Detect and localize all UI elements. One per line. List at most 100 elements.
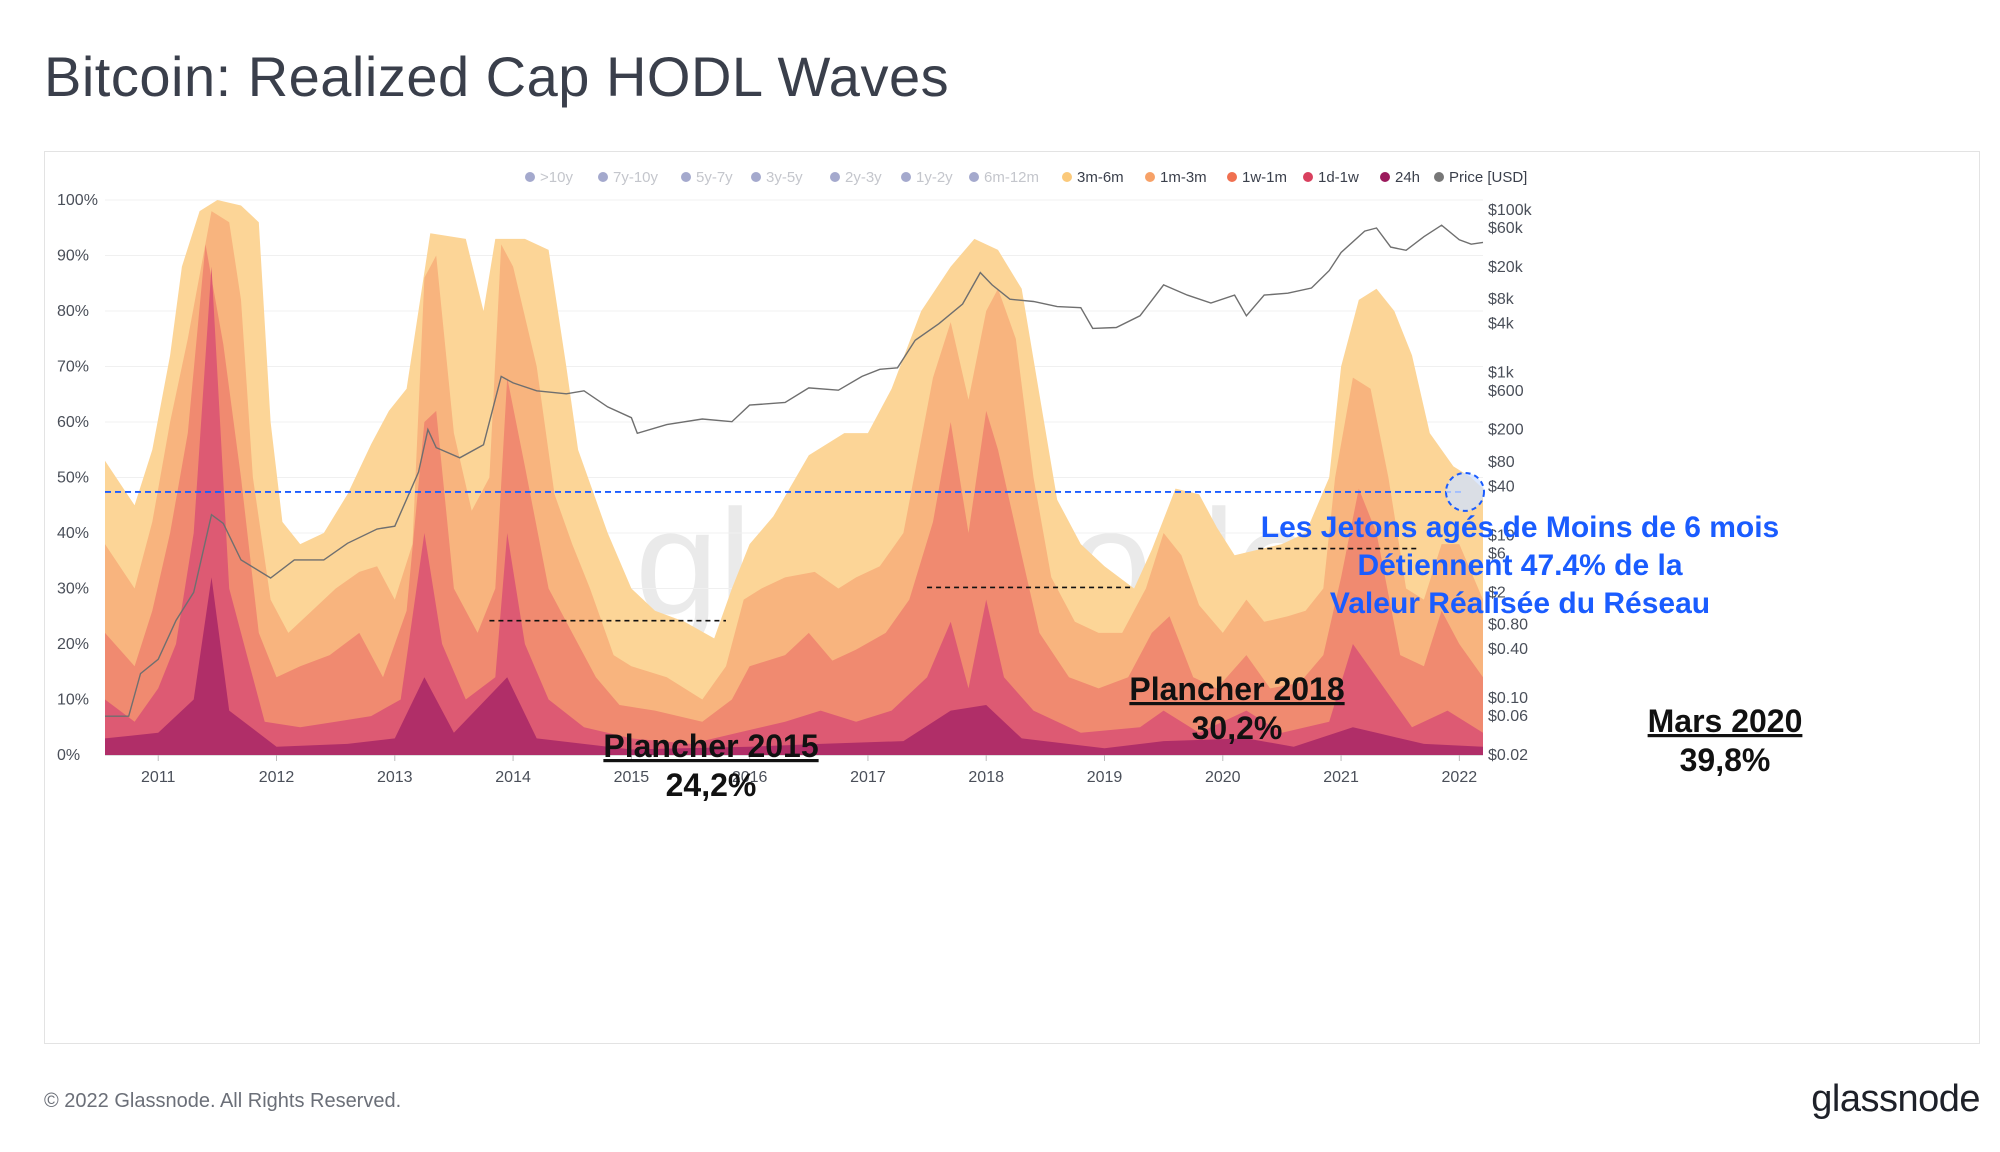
glassnode-logo[interactable]: glassnode bbox=[1811, 1078, 1980, 1120]
legend-item-1d-1w[interactable]: 1d-1w bbox=[1303, 169, 1359, 186]
y-left-tick-label: 70% bbox=[57, 359, 89, 376]
x-tick-label: 2017 bbox=[850, 769, 886, 786]
y-right-tick-label: $0.06 bbox=[1488, 708, 1528, 725]
x-tick-label: 2019 bbox=[1087, 769, 1123, 786]
y-right-tick-label: $4k bbox=[1488, 316, 1515, 333]
legend-dot bbox=[1303, 172, 1313, 182]
legend-label: 1y-2y bbox=[916, 169, 953, 186]
chart-title: Bitcoin: Realized Cap HODL Waves bbox=[44, 45, 950, 108]
march-2020-value: 39,8% bbox=[1680, 742, 1771, 778]
y-left-tick-label: 20% bbox=[57, 636, 89, 653]
y-axis-left: 0% 10% 20% 30% 40% 50% 60% 70% 80% 90% 100% bbox=[57, 192, 98, 764]
y-left-tick-label: 50% bbox=[57, 470, 89, 487]
y-left-tick-label: 40% bbox=[57, 525, 89, 542]
legend-dot bbox=[1434, 172, 1444, 182]
march-2020-title: Mars 2020 bbox=[1648, 703, 1803, 739]
legend-dot bbox=[1227, 172, 1237, 182]
floor-2015-value: 24,2% bbox=[666, 767, 757, 803]
y-right-tick-label: $40 bbox=[1488, 478, 1515, 495]
y-right-tick-label: $0.40 bbox=[1488, 641, 1528, 658]
x-tick-label: 2013 bbox=[377, 769, 413, 786]
price-series bbox=[105, 224, 1484, 717]
legend-dot bbox=[1062, 172, 1072, 182]
legend-dot bbox=[598, 172, 608, 182]
legend-dot bbox=[901, 172, 911, 182]
current-anno-line2: Détiennent 47.4% de la bbox=[1357, 549, 1682, 582]
y-left-tick-label: 90% bbox=[57, 248, 89, 265]
x-tick-label: 2022 bbox=[1442, 769, 1478, 786]
y-right-tick-label: $600 bbox=[1488, 383, 1524, 400]
legend-label: 1m-3m bbox=[1160, 169, 1207, 186]
area-series bbox=[105, 200, 1483, 756]
legend-item-1y-2y[interactable]: 1y-2y bbox=[901, 169, 953, 186]
y-right-tick-label: $0.02 bbox=[1488, 747, 1528, 764]
legend[interactable]: >10y 7y-10y 5y-7y 3y-5y 2y-3y 1y-2y 6m-12m 3m-6… bbox=[525, 169, 1527, 186]
legend-label: 1w-1m bbox=[1242, 169, 1287, 186]
floor-2015-title: Plancher 2015 bbox=[603, 728, 818, 764]
x-axis: 2011 2012 2013 2014 2015 2016 2017 2018 2019 2020… bbox=[141, 755, 1477, 786]
chart-frame: glassnode 201120122013201420152016201720… bbox=[44, 151, 1980, 1044]
y-right-tick-label: $8k bbox=[1488, 291, 1515, 308]
legend-item-3y-5y[interactable]: 3y-5y bbox=[751, 169, 803, 186]
hodl-waves-chart[interactable]: glassnode 201120122013201420152016201720… bbox=[45, 152, 1979, 1043]
legend-item-2y-3y[interactable]: 2y-3y bbox=[830, 169, 882, 186]
x-tick-label: 2018 bbox=[968, 769, 1004, 786]
legend-dot bbox=[1380, 172, 1390, 182]
area-1w-1m bbox=[105, 244, 1483, 755]
floor-2018-value: 30,2% bbox=[1192, 710, 1283, 746]
y-right-tick-label: $20k bbox=[1488, 259, 1524, 276]
legend-label: 1d-1w bbox=[1318, 169, 1359, 186]
y-left-tick-label: 10% bbox=[57, 692, 89, 709]
legend-label: >10y bbox=[540, 169, 573, 186]
area-24h bbox=[105, 577, 1483, 755]
legend-dot bbox=[681, 172, 691, 182]
legend-item-3m-6m[interactable]: 3m-6m bbox=[1062, 169, 1124, 186]
annotations: Plancher 2015 24,2% Plancher 2018 30,2% … bbox=[105, 471, 1803, 803]
legend-item-1m-3m[interactable]: 1m-3m bbox=[1145, 169, 1207, 186]
x-tick-label: 2021 bbox=[1323, 769, 1359, 786]
y-right-tick-label: $2 bbox=[1488, 584, 1506, 601]
price-line bbox=[105, 224, 1484, 717]
x-tick-label: 2014 bbox=[495, 769, 531, 786]
footer-copyright: © 2022 Glassnode. All Rights Reserved. bbox=[44, 1090, 402, 1112]
y-left-tick-label: 100% bbox=[57, 192, 98, 209]
legend-label: 24h bbox=[1395, 169, 1420, 186]
legend-dot bbox=[525, 172, 535, 182]
y-right-tick-label: $6 bbox=[1488, 545, 1506, 562]
y-right-tick-label: $0.80 bbox=[1488, 617, 1528, 634]
legend-dot bbox=[1145, 172, 1155, 182]
legend-dot bbox=[751, 172, 761, 182]
legend-item-6m-12m[interactable]: 6m-12m bbox=[969, 169, 1039, 186]
x-tick-label: 2020 bbox=[1205, 769, 1241, 786]
current-anno-line1: Les Jetons agés de Moins de 6 mois bbox=[1261, 511, 1780, 544]
legend-item-7y-10y[interactable]: 7y-10y bbox=[598, 169, 659, 186]
y-right-tick-label: $1k bbox=[1488, 365, 1515, 382]
legend-label: 2y-3y bbox=[845, 169, 882, 186]
area-1d-1w bbox=[105, 266, 1483, 755]
y-left-tick-label: 80% bbox=[57, 303, 89, 320]
x-tick-label: 2016 bbox=[732, 769, 768, 786]
x-tick-label: 2012 bbox=[259, 769, 295, 786]
legend-dot bbox=[969, 172, 979, 182]
y-right-tick-label: $0.10 bbox=[1488, 690, 1528, 707]
y-right-tick-label: $200 bbox=[1488, 422, 1524, 439]
legend-label: Price [USD] bbox=[1449, 169, 1527, 186]
legend-item-24h[interactable]: 24h bbox=[1380, 169, 1420, 186]
current-anno-line3: Valeur Réalisée du Réseau bbox=[1330, 587, 1710, 620]
y-axis-right: $0.02 $0.06$0.10 $0.40 $0.80 $2 $6$10 $40 $80 $2… bbox=[1488, 202, 1533, 764]
legend-item--10y[interactable]: >10y bbox=[525, 169, 573, 186]
legend-label: 3m-6m bbox=[1077, 169, 1124, 186]
y-left-tick-label: 60% bbox=[57, 414, 89, 431]
legend-item-1w-1m[interactable]: 1w-1m bbox=[1227, 169, 1287, 186]
y-right-tick-label: $80 bbox=[1488, 454, 1515, 471]
legend-label: 3y-5y bbox=[766, 169, 803, 186]
y-right-tick-label: $100k bbox=[1488, 202, 1533, 219]
legend-item-5y-7y[interactable]: 5y-7y bbox=[681, 169, 733, 186]
current-marker-circle bbox=[1445, 471, 1485, 512]
legend-label: 6m-12m bbox=[984, 169, 1039, 186]
floor-2018-title: Plancher 2018 bbox=[1129, 671, 1344, 707]
legend-item-price-usd-[interactable]: Price [USD] bbox=[1434, 169, 1527, 186]
legend-label: 5y-7y bbox=[696, 169, 733, 186]
x-tick-label: 2015 bbox=[614, 769, 650, 786]
legend-dot bbox=[830, 172, 840, 182]
